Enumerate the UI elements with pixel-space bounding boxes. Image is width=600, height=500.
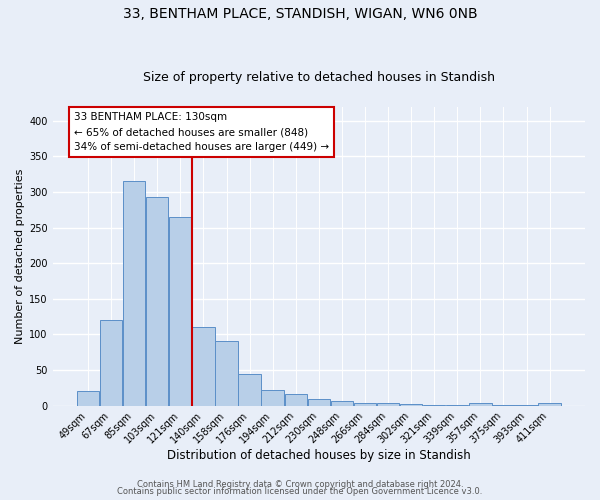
Bar <box>77 392 99 406</box>
Bar <box>515 405 538 406</box>
Text: 33, BENTHAM PLACE, STANDISH, WIGAN, WN6 0NB: 33, BENTHAM PLACE, STANDISH, WIGAN, WN6 … <box>122 8 478 22</box>
Bar <box>308 399 330 406</box>
X-axis label: Distribution of detached houses by size in Standish: Distribution of detached houses by size … <box>167 450 471 462</box>
Bar <box>100 320 122 406</box>
Text: Contains HM Land Registry data © Crown copyright and database right 2024.: Contains HM Land Registry data © Crown c… <box>137 480 463 489</box>
Bar <box>423 405 445 406</box>
Bar <box>146 197 169 406</box>
Bar <box>192 327 215 406</box>
Bar <box>354 402 376 406</box>
Bar <box>492 405 515 406</box>
Bar <box>331 402 353 406</box>
Bar <box>169 217 191 406</box>
Bar <box>123 182 145 406</box>
Title: Size of property relative to detached houses in Standish: Size of property relative to detached ho… <box>143 72 495 85</box>
Bar <box>284 394 307 406</box>
Bar <box>215 342 238 406</box>
Text: 33 BENTHAM PLACE: 130sqm
← 65% of detached houses are smaller (848)
34% of semi-: 33 BENTHAM PLACE: 130sqm ← 65% of detach… <box>74 112 329 152</box>
Text: Contains public sector information licensed under the Open Government Licence v3: Contains public sector information licen… <box>118 487 482 496</box>
Bar <box>262 390 284 406</box>
Y-axis label: Number of detached properties: Number of detached properties <box>15 168 25 344</box>
Bar <box>538 404 561 406</box>
Bar <box>377 404 399 406</box>
Bar <box>469 402 491 406</box>
Bar <box>400 404 422 406</box>
Bar <box>238 374 261 406</box>
Bar <box>446 405 469 406</box>
